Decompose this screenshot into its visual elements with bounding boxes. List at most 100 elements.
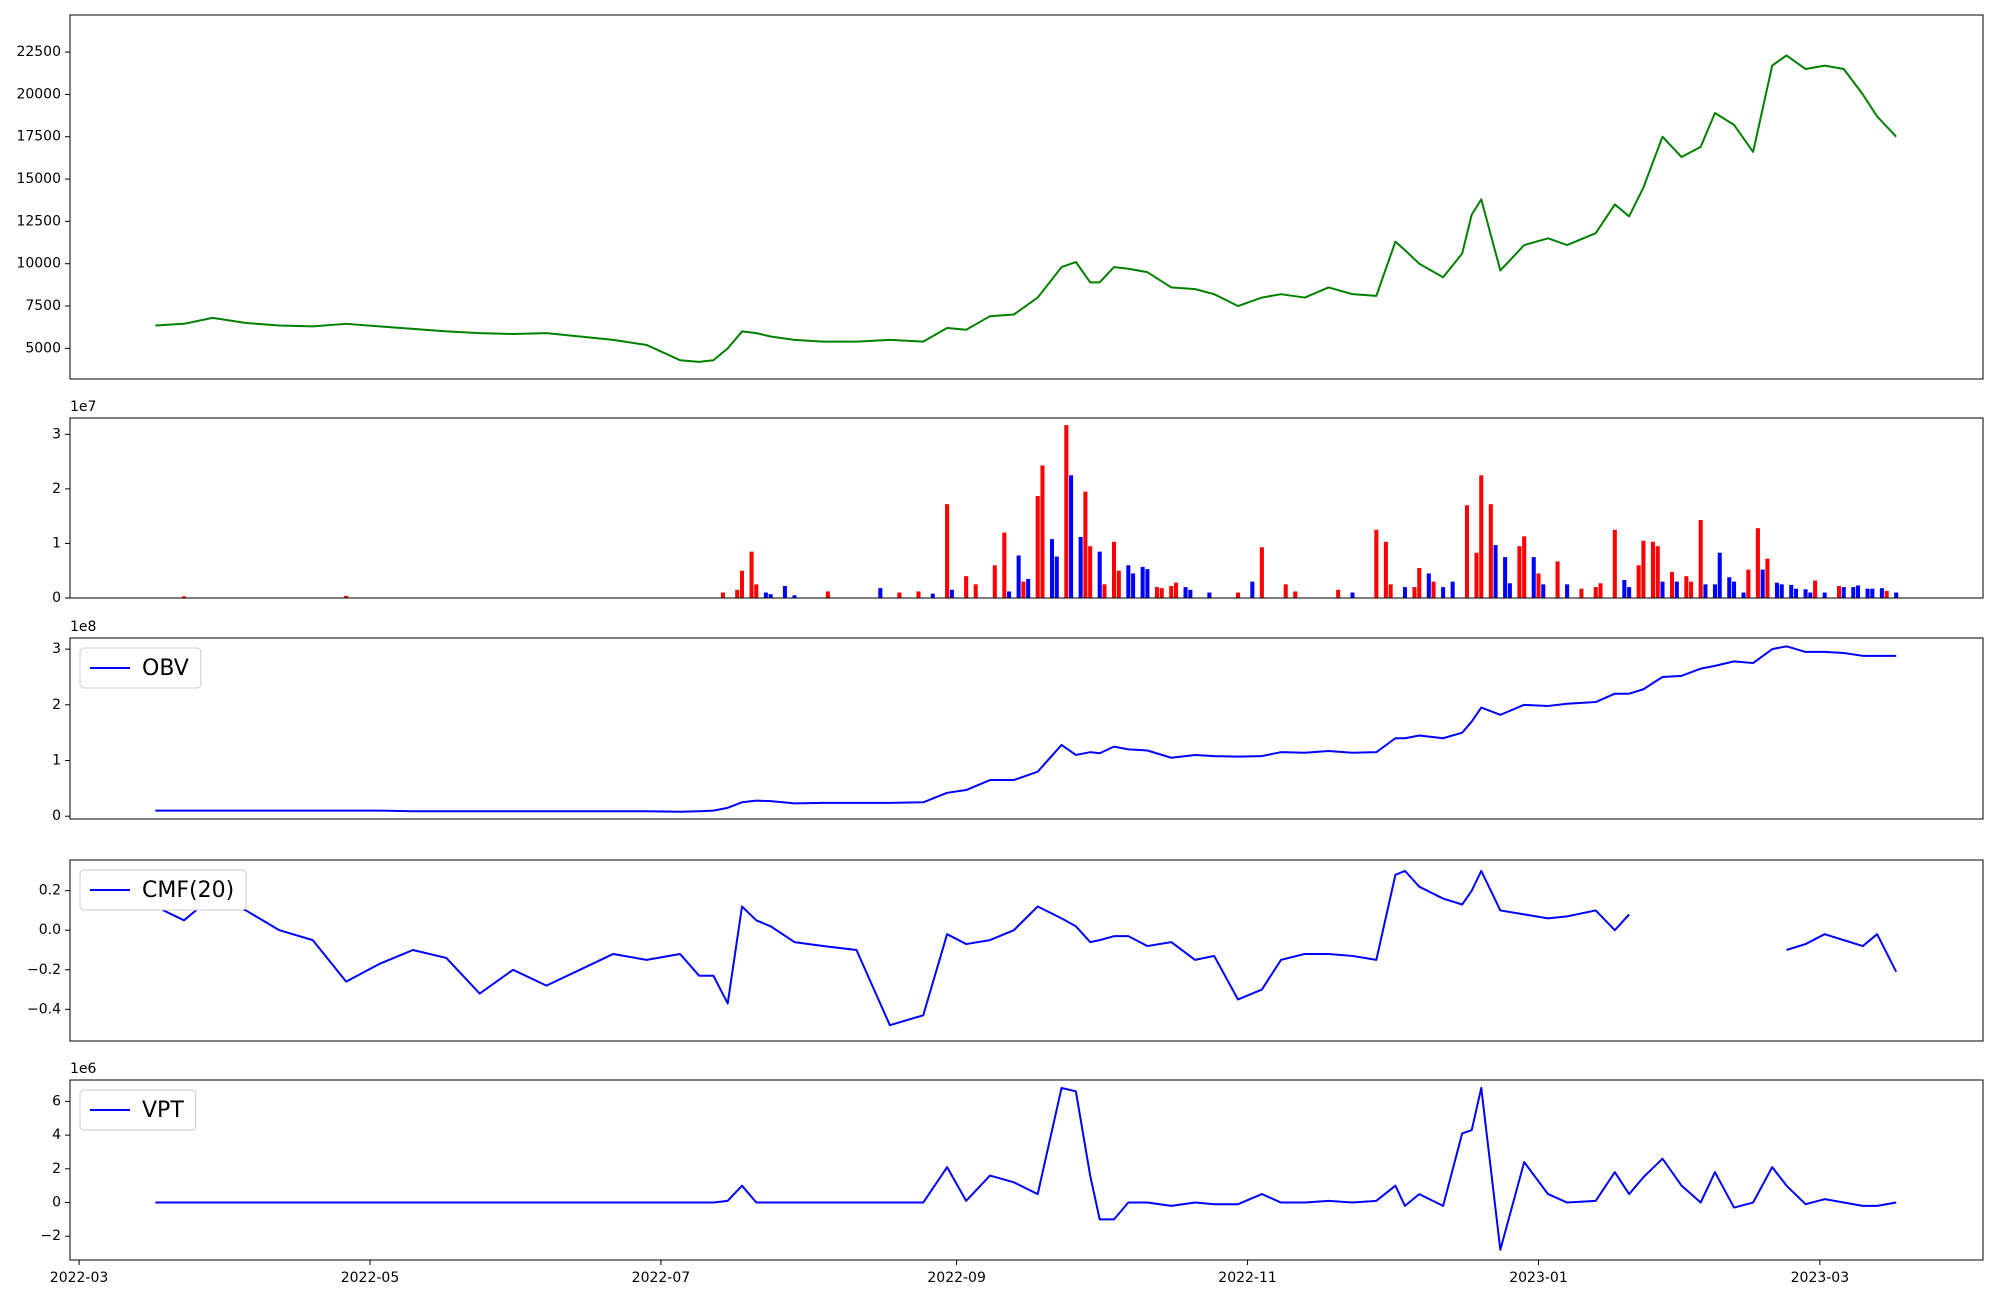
volume-bar — [1698, 520, 1703, 598]
volume-bar — [1536, 573, 1541, 598]
volume-bar — [1426, 573, 1431, 598]
y-tick-label: 0 — [52, 590, 61, 606]
volume-bar — [1374, 529, 1379, 598]
volume-bar — [1283, 584, 1288, 598]
y-tick-label: 0.0 — [39, 922, 61, 938]
volume-bar — [1474, 552, 1479, 598]
volume-bar — [792, 595, 797, 598]
volume-bar — [1069, 475, 1074, 598]
series-line — [154, 869, 1898, 1027]
volume-bar — [1760, 569, 1765, 598]
volume-bar — [1493, 545, 1498, 598]
volume-bar — [1173, 582, 1179, 598]
volume-bar — [1879, 588, 1884, 598]
volume-bar — [1765, 558, 1770, 598]
axes-frame — [69, 1079, 1984, 1261]
volume-bar — [1746, 569, 1751, 598]
volume-bar — [1579, 588, 1584, 598]
y-tick-label: 6 — [52, 1093, 61, 1109]
volume-bar — [1884, 590, 1889, 598]
volume-bar — [1412, 587, 1417, 598]
volume-bar — [1774, 582, 1779, 598]
volume-bar — [1145, 569, 1150, 598]
y-offset-label: 1e6 — [70, 1061, 97, 1077]
volume-bar — [754, 584, 759, 598]
volume-bar — [1336, 589, 1341, 598]
volume-bar — [973, 584, 978, 598]
legend-box — [79, 869, 247, 911]
y-tick-label: 10000 — [16, 256, 61, 272]
volume-bar — [1078, 536, 1083, 598]
volume-bar — [1531, 557, 1536, 598]
y-tick-label: 3 — [52, 426, 61, 442]
volume-bar — [181, 596, 187, 598]
volume-bar — [1026, 578, 1031, 598]
volume-bar — [1712, 584, 1717, 598]
volume-bar — [1402, 587, 1407, 598]
volume-bar — [1865, 588, 1870, 598]
volume-bar — [1808, 592, 1813, 598]
legend-label: VPT — [142, 1098, 184, 1123]
volume-bar — [1259, 547, 1264, 598]
volume-bar — [1674, 581, 1679, 598]
volume-bar — [1755, 528, 1760, 598]
volume-bar — [1636, 565, 1641, 598]
volume-bar — [1383, 541, 1388, 598]
volume-bar — [1689, 581, 1694, 598]
volume-bar — [1565, 584, 1570, 598]
volume-bar — [1159, 588, 1164, 598]
volume-bar — [1169, 586, 1174, 598]
volume-bar — [878, 588, 883, 598]
y-tick-label: 2 — [52, 481, 61, 497]
volume-bar — [1049, 539, 1055, 598]
volume-bar — [1622, 580, 1627, 598]
volume-bar — [1131, 573, 1136, 598]
volume-bar — [1054, 556, 1059, 598]
axes-frame — [69, 14, 1984, 380]
y-tick-label: 22500 — [16, 44, 61, 60]
y-tick-label: 15000 — [16, 171, 61, 187]
y-tick-label: 0 — [52, 808, 61, 824]
y-tick-label: 2 — [52, 697, 61, 713]
volume-bar — [825, 591, 830, 598]
series-line — [155, 54, 1897, 363]
x-tick-label: 2022-11 — [1218, 1270, 1277, 1286]
series-line — [155, 1086, 1897, 1251]
volume-bar — [1235, 592, 1241, 598]
volume-bar — [992, 565, 997, 598]
volume-bar — [964, 576, 969, 598]
volume-bar — [1655, 546, 1660, 598]
y-tick-label: 0.2 — [39, 883, 61, 899]
volume-bar — [1083, 491, 1088, 598]
y-tick-label: 4 — [52, 1127, 61, 1143]
volume-bar — [1507, 583, 1512, 598]
volume-bar — [1517, 546, 1522, 598]
volume-bar — [1464, 505, 1469, 598]
legend-box — [79, 647, 202, 689]
volume-bar — [1431, 581, 1436, 598]
volume-bar — [1350, 592, 1355, 598]
series-line — [155, 645, 1897, 813]
axes-frame — [69, 637, 1984, 820]
volume-bar — [1188, 589, 1193, 598]
volume-bar — [1650, 541, 1655, 598]
x-tick-label: 2022-09 — [927, 1270, 986, 1286]
volume-bar — [1522, 536, 1527, 598]
volume-bar — [1388, 584, 1393, 598]
volume-bar — [1732, 581, 1737, 598]
y-tick-label: 3 — [52, 641, 61, 657]
volume-bar — [916, 591, 921, 598]
volume-bar — [735, 589, 740, 598]
volume-bar — [768, 594, 773, 598]
volume-bar — [1503, 557, 1508, 598]
volume-bar — [1541, 584, 1546, 598]
y-tick-label: 0 — [52, 1195, 61, 1211]
volume-bar — [1111, 541, 1117, 598]
volume-bar — [1593, 587, 1598, 598]
volume-bar — [1660, 581, 1665, 598]
volume-bar — [1894, 592, 1899, 598]
y-tick-label: −2 — [40, 1228, 61, 1244]
y-tick-label: 20000 — [16, 86, 61, 102]
volume-bar — [1641, 540, 1646, 598]
